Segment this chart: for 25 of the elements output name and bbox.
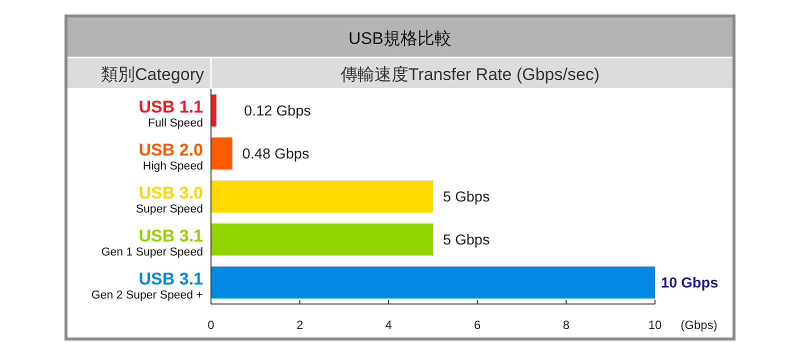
data-label: 5 Gbps	[443, 232, 490, 248]
x-tick-label: 0	[208, 318, 215, 332]
data-label: 5 Gbps	[443, 190, 490, 206]
y-tick-label: USB 2.0 High Speed	[138, 140, 203, 172]
x-tick-label: 10	[648, 318, 662, 332]
bar	[211, 224, 433, 256]
y-tick-label: USB 3.1 Gen 2 Super Speed +	[91, 270, 204, 302]
x-axis-title: (Gbps)	[680, 318, 718, 332]
data-label: 0.48 Gbps	[242, 146, 310, 162]
y-tick-label: USB 3.1 Gen 1 Super Speed	[101, 226, 203, 258]
bar	[211, 266, 655, 298]
x-tick-label: 8	[562, 318, 570, 332]
y-axis-title: 類別Category	[101, 65, 204, 84]
x-tick-label: 4	[385, 318, 392, 332]
chart-title: USB規格比較	[348, 29, 452, 48]
chart-subtitle: 傳輸速度Transfer Rate (Gbps/sec)	[339, 65, 600, 84]
x-tick-label: 2	[296, 318, 304, 332]
bar	[211, 94, 216, 126]
y-tick-label: USB 1.1 Full Speed	[138, 98, 203, 130]
bar	[211, 180, 433, 212]
data-label: 10 Gbps	[661, 276, 718, 292]
data-label: 0.12 Gbps	[244, 104, 311, 120]
y-tick-label: USB 3.0 Super Speed	[136, 184, 203, 216]
bar	[211, 138, 232, 170]
x-tick-label: 6	[474, 318, 482, 332]
